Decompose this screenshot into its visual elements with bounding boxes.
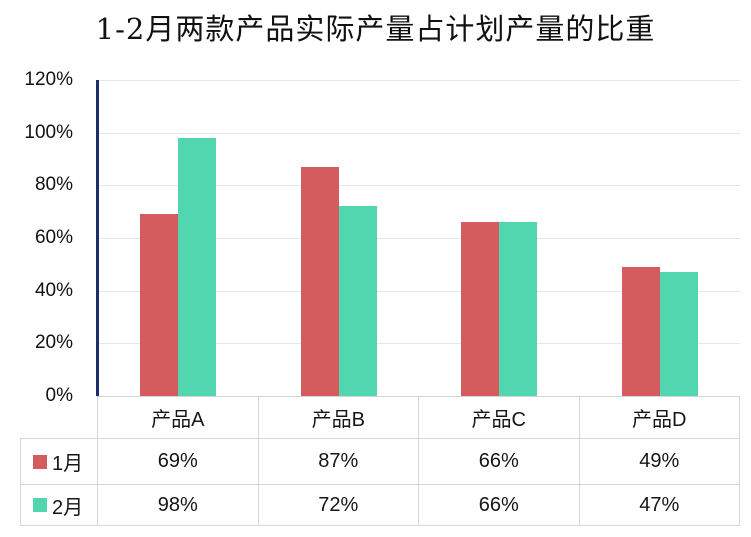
gridline	[98, 343, 740, 345]
legend-swatch-2月	[33, 498, 47, 512]
bar-2月-产品C	[499, 222, 538, 396]
y-axis-tick-label: 120%	[24, 69, 73, 90]
gridline	[98, 80, 740, 81]
bar-2月-产品A	[178, 137, 217, 396]
gridline	[98, 290, 740, 292]
value-cell-1月-产品C: 66%	[419, 439, 580, 485]
y-axis-tick-label: 80%	[34, 174, 73, 196]
bar-groups	[98, 80, 740, 396]
legend-series-label: 1月	[52, 453, 84, 475]
plot-area	[96, 80, 740, 396]
bar-2月-产品B	[338, 206, 377, 396]
gridline	[98, 238, 740, 239]
gridline	[98, 185, 740, 187]
value-cell-2月-产品B: 72%	[258, 485, 419, 526]
category-header-cell: 产品A	[98, 396, 259, 439]
y-axis-tick-label: 0%	[45, 385, 73, 406]
y-axis-tick-label: 60%	[34, 227, 73, 248]
legend-key-cell: 2月	[20, 485, 98, 526]
category-header-cell: 产品B	[258, 396, 419, 439]
bar-1月-产品C	[461, 222, 500, 396]
bar-group	[580, 80, 741, 396]
y-axis-tick-label: 100%	[24, 121, 73, 143]
bar-1月-产品D	[621, 266, 660, 396]
value-cell-2月-产品A: 98%	[98, 485, 259, 526]
value-cell-2月-产品C: 66%	[419, 485, 580, 526]
category-header-cell: 产品C	[419, 396, 580, 439]
value-cell-1月-产品B: 87%	[258, 439, 419, 485]
bar-group	[259, 80, 420, 396]
legend-key-cell: 1月	[20, 439, 98, 485]
bar-1月-产品B	[300, 166, 339, 396]
bar-group	[98, 80, 259, 396]
value-cell-1月-产品A: 69%	[98, 439, 259, 485]
table-corner-cell	[20, 396, 98, 439]
value-cell-2月-产品D: 47%	[579, 485, 740, 526]
y-axis-line	[96, 80, 99, 396]
legend-swatch-1月	[33, 454, 47, 469]
category-header-cell: 产品D	[579, 396, 740, 439]
gridline	[98, 132, 740, 134]
bar-2月-产品D	[659, 272, 698, 396]
y-axis-tick-label: 20%	[34, 332, 73, 354]
value-cell-1月-产品D: 49%	[579, 439, 740, 485]
data-table: 产品A 产品B 产品C 产品D 1月 69% 87% 66% 49% 2月 98% 72% 66% 47%	[20, 396, 740, 526]
legend-series-label: 2月	[52, 496, 84, 519]
bar-1月-产品A	[140, 214, 179, 396]
chart-title: 1-2月两款产品实际产量占计划产量的比重	[95, 12, 656, 46]
y-axis-tick-label: 40%	[34, 279, 73, 301]
bar-group	[419, 80, 580, 396]
